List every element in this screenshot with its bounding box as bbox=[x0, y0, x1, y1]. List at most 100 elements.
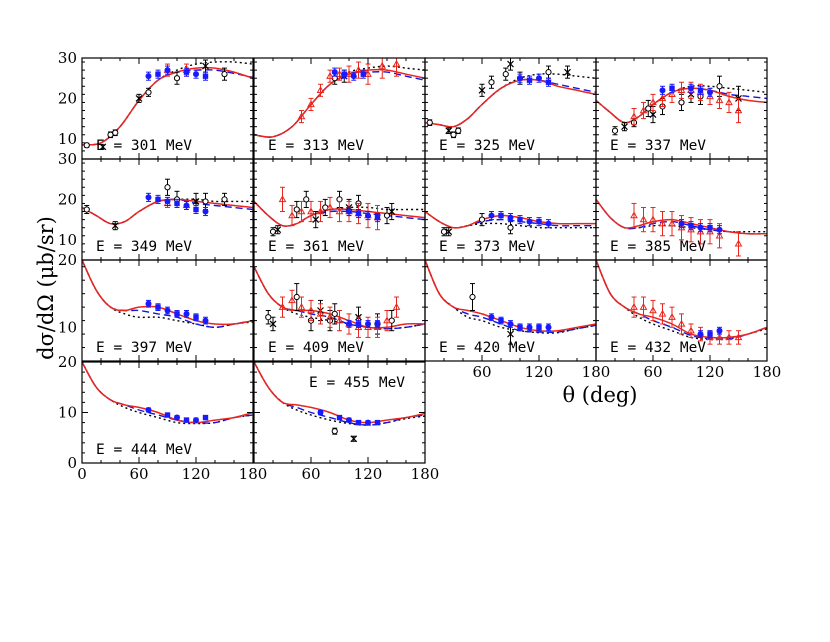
data-point-red bbox=[677, 86, 686, 94]
data-point-blue bbox=[545, 79, 552, 85]
blue-curve bbox=[82, 260, 253, 329]
data-point-black-open bbox=[678, 99, 685, 106]
data-point-blue bbox=[697, 87, 704, 94]
data-point-blue bbox=[183, 69, 190, 75]
data-point-red bbox=[630, 112, 638, 120]
data-point-red bbox=[639, 215, 648, 223]
data-point-blue bbox=[193, 206, 199, 213]
data-point-blue bbox=[202, 317, 209, 324]
data-point-blue bbox=[145, 300, 152, 307]
panel-plot-area bbox=[254, 58, 425, 138]
data-point-black-cross bbox=[564, 68, 571, 76]
red-curve bbox=[82, 362, 253, 424]
data-point-black-open bbox=[426, 119, 433, 126]
data-point-black-open bbox=[221, 71, 228, 78]
data-point-black-open bbox=[269, 228, 277, 235]
energy-label: E = 409 MeV bbox=[268, 340, 364, 356]
energy-label: E = 420 MeV bbox=[439, 340, 535, 356]
data-point-black-open bbox=[145, 89, 152, 96]
panel-frame bbox=[81, 259, 254, 362]
data-point-red bbox=[364, 323, 372, 331]
black-curve bbox=[254, 200, 425, 227]
data-point-blue bbox=[155, 304, 161, 310]
data-point-red bbox=[326, 203, 334, 211]
data-point-red bbox=[373, 323, 382, 331]
data-point-blue bbox=[707, 224, 713, 231]
x-tick-label: 180 bbox=[411, 465, 440, 483]
data-point-red bbox=[630, 211, 638, 219]
data-point-blue bbox=[355, 210, 362, 217]
data-point-black-open bbox=[478, 216, 486, 223]
data-point-red bbox=[354, 323, 363, 331]
data-point-blue bbox=[350, 73, 357, 80]
data-point-black-cross bbox=[312, 216, 320, 224]
data-point-black-open bbox=[488, 79, 495, 86]
panel-plot-area bbox=[82, 362, 253, 425]
data-point-black-cross bbox=[202, 62, 209, 70]
data-point-black-cross bbox=[507, 60, 514, 68]
data-point-blue bbox=[183, 310, 190, 317]
energy-label: E = 349 MeV bbox=[96, 239, 192, 255]
y-tick-label: 0 bbox=[67, 454, 77, 472]
data-point-red bbox=[326, 71, 334, 79]
data-point-blue bbox=[716, 226, 723, 233]
data-point-red bbox=[734, 333, 743, 341]
panel-13: 0 10 20 0 60 120 180 E = 444 MeV bbox=[58, 353, 267, 483]
data-point-black-open bbox=[455, 127, 462, 134]
panel-8: E = 385 MeV bbox=[595, 158, 768, 261]
data-point-black-open bbox=[331, 310, 338, 317]
x-tick-label: 120 bbox=[354, 465, 383, 483]
y-tick-label: 20 bbox=[58, 190, 77, 208]
data-point-red bbox=[658, 219, 667, 227]
panel-plot-area bbox=[254, 362, 425, 443]
data-point-blue bbox=[498, 317, 504, 324]
data-point-blue bbox=[659, 87, 666, 94]
x-tick-label: 60 bbox=[643, 363, 662, 381]
data-point-red bbox=[364, 69, 372, 77]
data-point-black-cross bbox=[192, 197, 200, 205]
data-point-blue bbox=[536, 218, 542, 225]
panels: 10 20 30 E = 301 MeV E = 313 MeV E = 325 MeV E… bbox=[58, 49, 781, 483]
data-point-blue bbox=[346, 417, 352, 424]
data-point-black-open bbox=[202, 198, 209, 205]
data-point-black-open bbox=[303, 196, 310, 203]
panel-14: 60 120 180 E = 455 MeV bbox=[253, 361, 440, 483]
data-point-black-cross bbox=[135, 94, 143, 102]
data-point-blue bbox=[488, 314, 495, 321]
data-point-red bbox=[715, 333, 724, 341]
y-tick-label: 20 bbox=[58, 353, 77, 371]
data-point-black-open bbox=[450, 131, 457, 138]
panel-plot-area bbox=[254, 186, 425, 237]
data-point-blue bbox=[374, 419, 381, 426]
data-point-black-open bbox=[440, 228, 448, 235]
data-point-black-open bbox=[164, 184, 171, 191]
data-point-blue bbox=[164, 67, 171, 74]
data-point-red bbox=[392, 59, 401, 67]
red-curve bbox=[82, 66, 253, 146]
data-point-blue bbox=[545, 324, 552, 331]
data-point-black-open bbox=[469, 293, 476, 301]
data-point-red bbox=[278, 195, 287, 203]
y-tick-label: 10 bbox=[58, 231, 77, 249]
data-point-blue bbox=[331, 69, 338, 76]
data-point-black-cross bbox=[478, 86, 486, 94]
data-point-red bbox=[326, 313, 334, 320]
data-point-red bbox=[639, 106, 648, 114]
data-point-black-open bbox=[173, 75, 181, 82]
blue-curve bbox=[425, 260, 596, 334]
x-axis-title: θ (deg) bbox=[562, 383, 637, 407]
data-point-blue bbox=[488, 212, 495, 219]
blue-curve bbox=[425, 78, 596, 128]
data-point-red bbox=[297, 302, 306, 310]
data-point-blue bbox=[688, 85, 694, 92]
data-point-black-open bbox=[507, 224, 514, 231]
x-tick-label: 120 bbox=[525, 363, 554, 381]
energy-label: E = 432 MeV bbox=[610, 340, 706, 356]
panel-4: E = 337 MeV bbox=[595, 57, 768, 160]
data-point-red bbox=[658, 94, 667, 102]
data-point-blue bbox=[697, 331, 704, 338]
energy-label: E = 361 MeV bbox=[268, 239, 364, 255]
x-tick-label: 60 bbox=[129, 465, 148, 483]
data-point-blue bbox=[517, 216, 523, 223]
